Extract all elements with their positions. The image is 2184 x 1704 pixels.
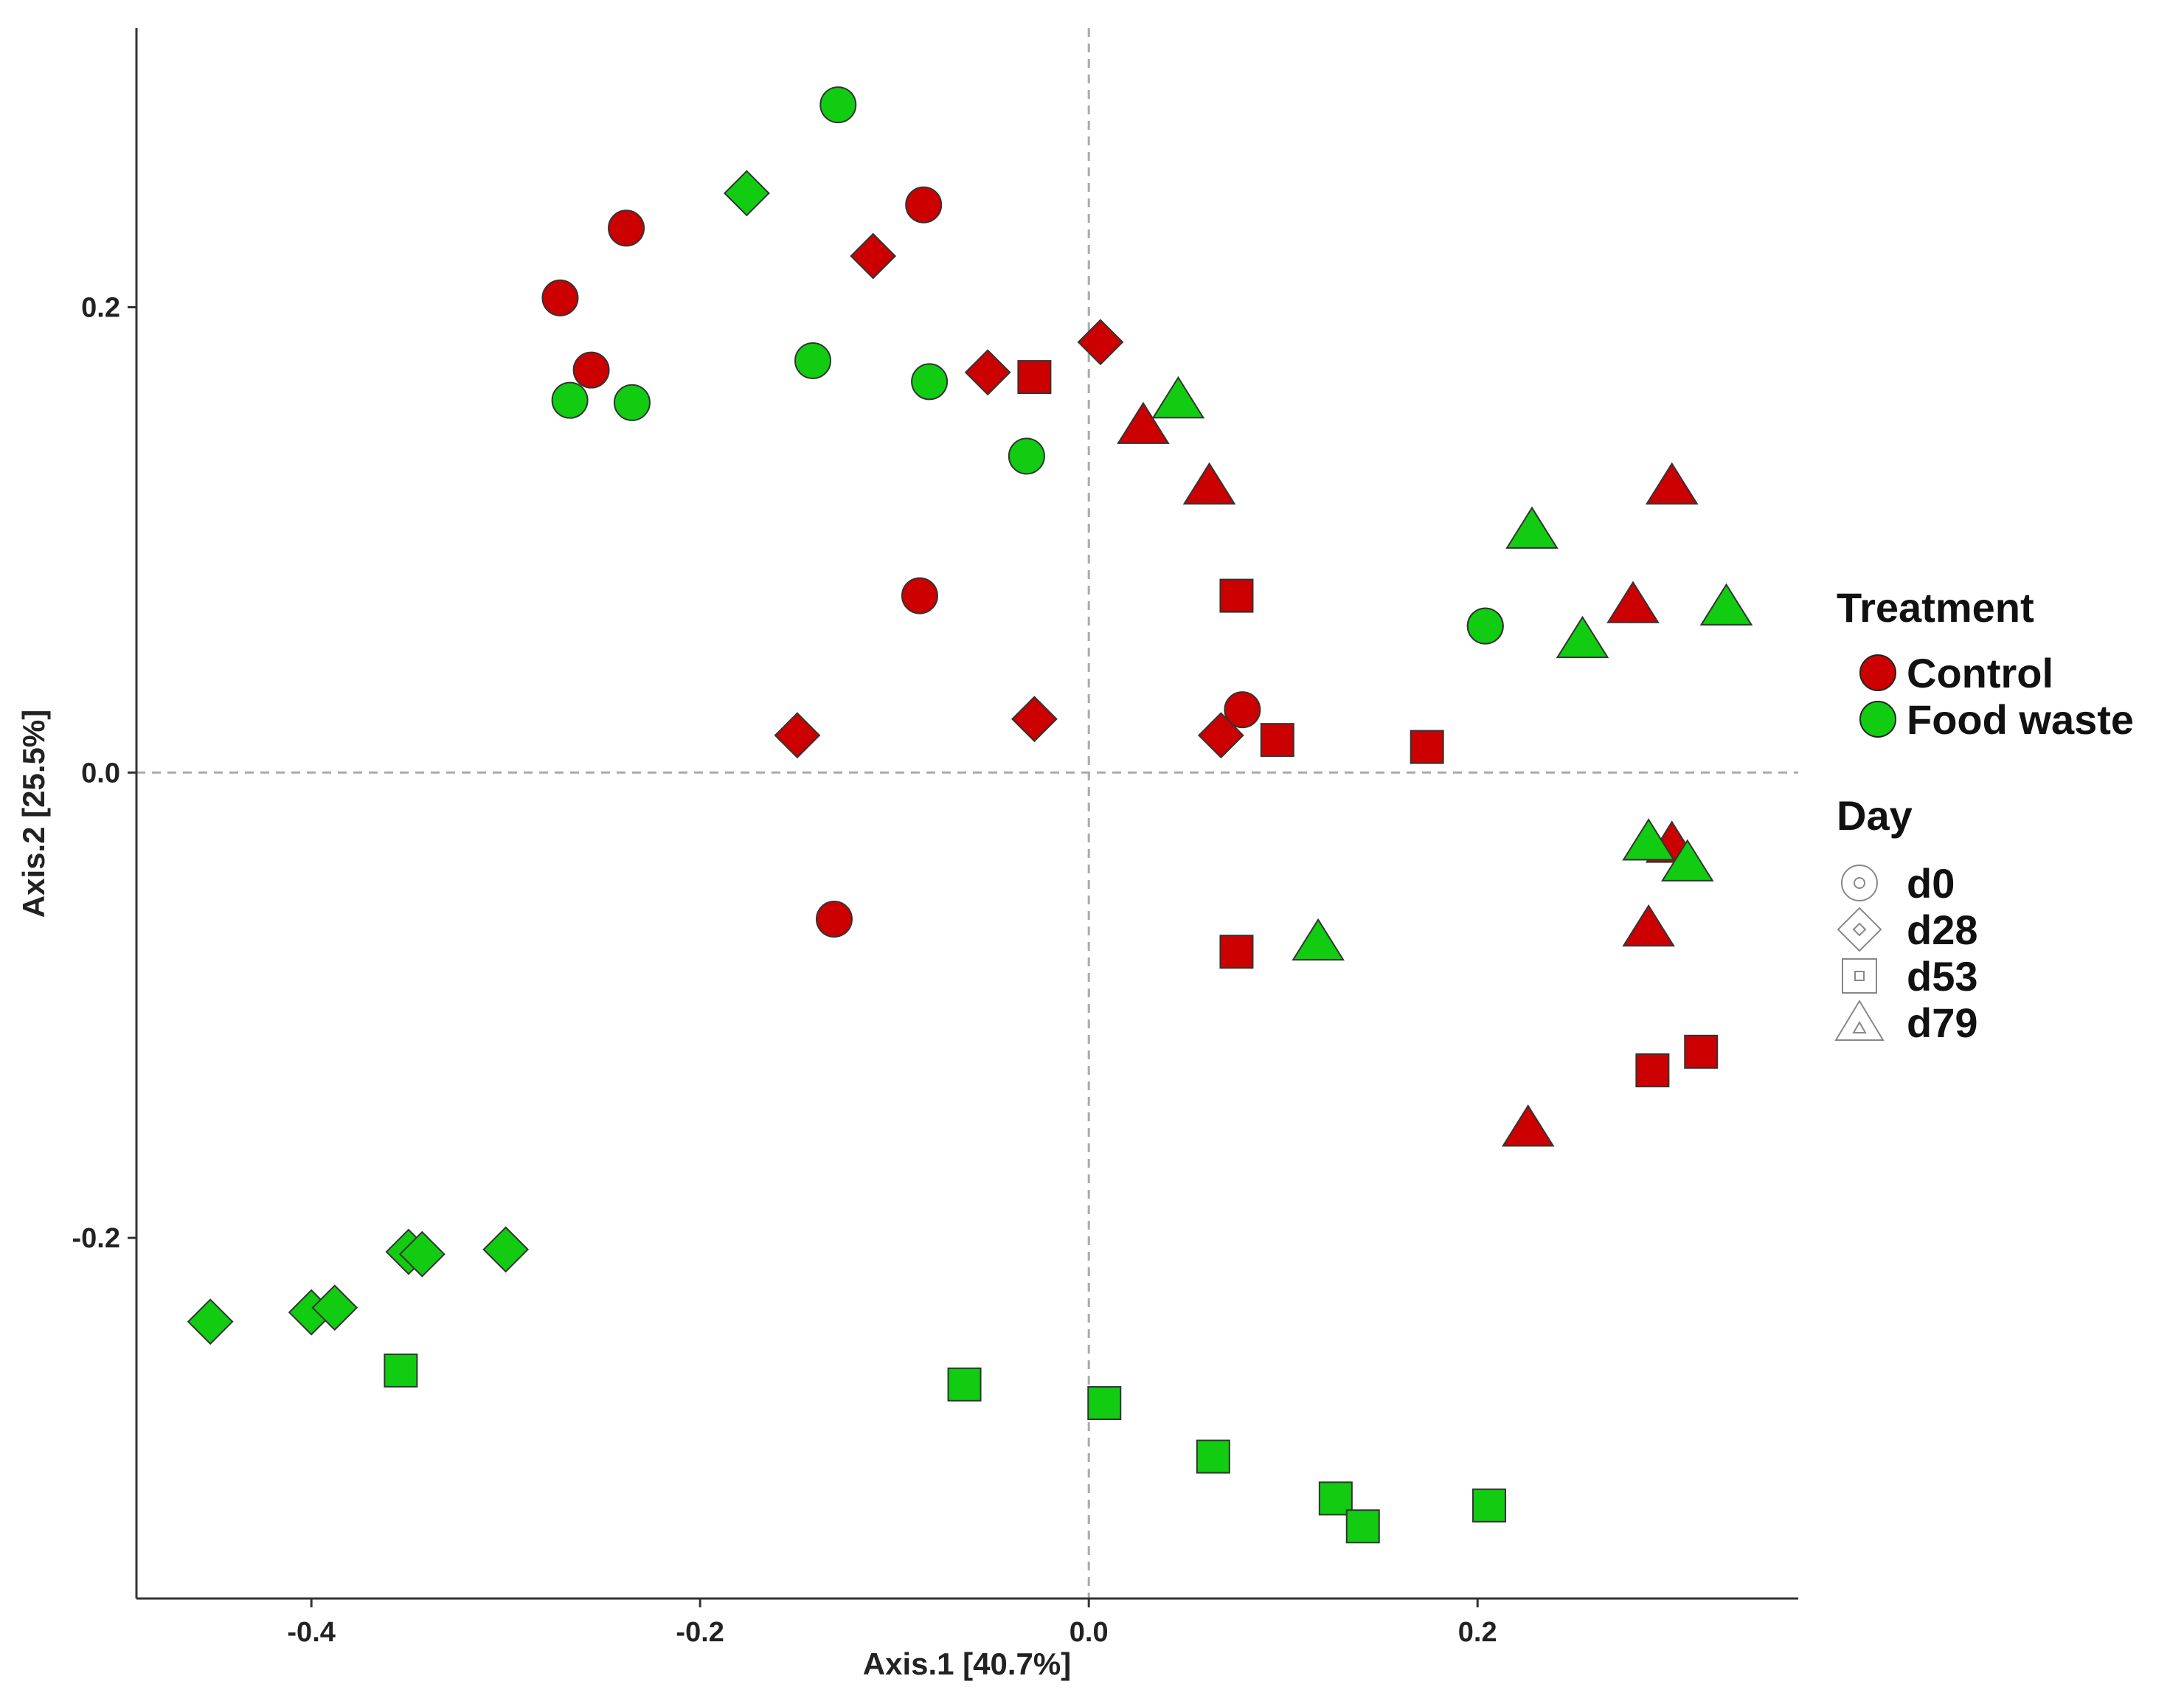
- x-axis-title: Axis.1 [40.7%]: [863, 1646, 1071, 1681]
- axes: [135, 28, 1798, 1600]
- legend-item-food-waste: Food waste: [1859, 696, 2134, 743]
- point-food-waste-d0: [1466, 607, 1504, 645]
- point-food-waste-d28: [724, 170, 770, 217]
- legend-d0-inner-icon: [1854, 877, 1865, 889]
- legend-d28-inner-icon: [1852, 922, 1867, 937]
- point-food-waste-d79: [1556, 615, 1609, 659]
- legend-day-title: Day: [1837, 792, 1913, 839]
- legend-control-swatch: [1859, 654, 1896, 691]
- point-control-d0: [815, 901, 853, 938]
- point-food-waste-d79: [1660, 839, 1714, 882]
- point-control-d79: [1645, 462, 1699, 505]
- point-control-d53: [1017, 360, 1052, 395]
- legend-item-control: Control: [1859, 650, 2053, 696]
- x-tick-label: -0.4: [287, 1617, 335, 1648]
- point-food-waste-d28: [187, 1298, 234, 1345]
- point-food-waste-d53: [1196, 1439, 1230, 1474]
- point-food-waste-d28: [311, 1284, 358, 1331]
- y-tick-label: 0.2: [81, 292, 120, 323]
- point-food-waste-d53: [384, 1353, 418, 1388]
- point-food-waste-d53: [947, 1367, 982, 1402]
- point-food-waste-d53: [1318, 1481, 1353, 1516]
- legend-d53-square-icon: [1842, 958, 1877, 994]
- legend-treatment-title: Treatment: [1837, 584, 2034, 631]
- legend-d0-circle-icon: [1841, 865, 1878, 901]
- point-food-waste-d53: [1472, 1488, 1507, 1523]
- point-control-d0: [1224, 691, 1261, 729]
- legend-d28-diamond-icon: [1837, 907, 1882, 952]
- legend-item-d0: d0: [1841, 860, 1955, 907]
- legend: Treatment Control Food waste Day d0 d28 …: [1834, 584, 2134, 1046]
- x-tick-label: 0.2: [1458, 1617, 1497, 1648]
- point-food-waste-d28: [482, 1226, 530, 1273]
- point-control-d53: [1219, 935, 1254, 969]
- legend-item-d53: d53: [1842, 953, 1978, 1000]
- point-food-waste-d0: [819, 86, 857, 124]
- point-food-waste-d53: [1087, 1386, 1122, 1421]
- point-food-waste-d79: [1505, 506, 1559, 549]
- legend-d53-label: d53: [1907, 953, 1978, 1000]
- point-control-d28: [774, 712, 821, 759]
- point-control-d53: [1635, 1053, 1670, 1088]
- point-control-d0: [608, 209, 645, 247]
- point-food-waste-d0: [1008, 437, 1045, 475]
- point-control-d53: [1260, 723, 1294, 758]
- point-control-d0: [541, 279, 579, 316]
- legend-item-d79: d79: [1834, 1000, 1978, 1046]
- point-control-d53: [1410, 730, 1444, 764]
- point-control-d28: [1197, 712, 1244, 759]
- y-tick-label: -0.2: [72, 1223, 120, 1254]
- legend-d53-inner-icon: [1854, 971, 1865, 981]
- y-tick-label: 0.0: [81, 758, 120, 789]
- point-control-d79: [1501, 1104, 1555, 1147]
- legend-food-waste-swatch: [1859, 701, 1896, 738]
- point-food-waste-d0: [911, 363, 949, 401]
- point-food-waste-d79: [1292, 918, 1345, 961]
- legend-d79-label: d79: [1907, 1000, 1978, 1046]
- x-axis-ticks: -0.4 -0.2 0.0 0.2: [287, 1599, 1497, 1648]
- legend-d0-label: d0: [1907, 860, 1955, 907]
- point-control-d0: [901, 577, 938, 614]
- point-food-waste-d0: [613, 384, 651, 421]
- point-control-d28: [1010, 696, 1058, 743]
- point-food-waste-d79: [1622, 818, 1675, 861]
- legend-d79-inner-icon: [1852, 1020, 1867, 1033]
- point-control-d28: [1077, 319, 1124, 366]
- point-food-waste-d53: [1345, 1509, 1380, 1544]
- data-points: [187, 86, 1753, 1544]
- point-control-d79: [1117, 401, 1170, 444]
- point-control-d28: [964, 349, 1011, 396]
- point-food-waste-d79: [1151, 375, 1205, 419]
- legend-d79-triangle-icon: [1834, 1000, 1885, 1041]
- point-control-d53: [1219, 578, 1254, 613]
- point-control-d0: [572, 351, 610, 389]
- legend-d28-label: d28: [1907, 907, 1978, 953]
- y-axis-ticks: -0.2 0.0 0.2: [72, 292, 136, 1254]
- legend-food-waste-label: Food waste: [1907, 696, 2134, 743]
- point-food-waste-d0: [551, 381, 589, 419]
- point-control-d79: [1622, 904, 1675, 947]
- point-control-d79: [1606, 581, 1660, 623]
- x-tick-label: -0.2: [676, 1617, 724, 1648]
- point-control-d53: [1684, 1034, 1719, 1069]
- point-food-waste-d79: [1699, 583, 1753, 626]
- x-tick-label: 0.0: [1070, 1617, 1109, 1648]
- reference-lines: [136, 28, 1798, 1599]
- y-axis-title: Axis.2 [25.5%]: [16, 710, 51, 918]
- legend-item-d28: d28: [1837, 907, 1978, 953]
- point-control-d79: [1182, 462, 1236, 505]
- point-control-d28: [850, 232, 897, 280]
- point-control-d0: [905, 186, 943, 224]
- point-food-waste-d0: [794, 342, 832, 380]
- point-food-waste-d28: [398, 1230, 446, 1278]
- legend-control-label: Control: [1907, 650, 2053, 696]
